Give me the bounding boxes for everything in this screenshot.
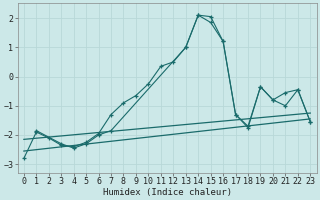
X-axis label: Humidex (Indice chaleur): Humidex (Indice chaleur) [103,188,232,197]
